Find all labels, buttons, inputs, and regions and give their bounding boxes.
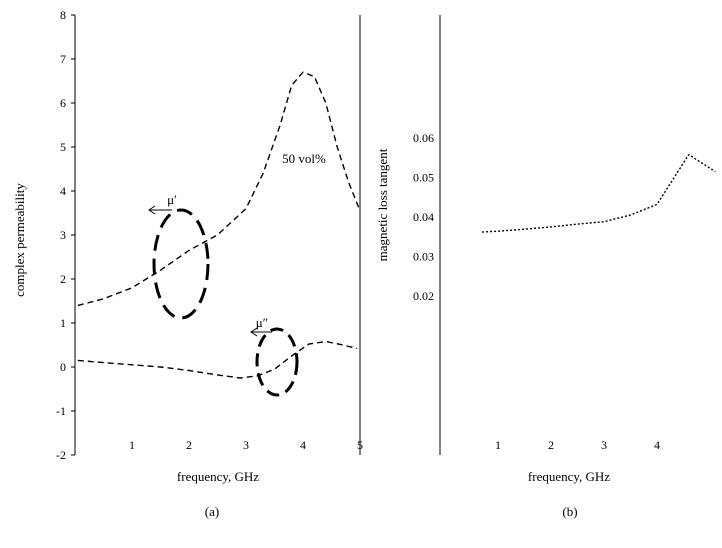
panel-a-y-tick-label: 2	[60, 272, 66, 286]
ellipse-mu-prime	[152, 208, 210, 320]
panel-a-x-tick-label: 3	[243, 438, 249, 452]
series-mu-prime-line	[77, 71, 361, 307]
panel-a-y-tick-label: -2	[56, 448, 66, 462]
panel-a-y-tick-label: 6	[60, 96, 66, 110]
panel-b-y-tick-label: 0.04	[413, 210, 434, 224]
arrow-mu-prime	[148, 205, 172, 215]
panel-a: 8 7 6 5 4 3 2 1 0 -1 -2 1 2 3 4 5 complex permeability…	[12, 8, 363, 519]
panel-b-x-axis-label: frequency, GHz	[528, 469, 610, 484]
panel-b-y-axis-label: magnetic loss tangent	[375, 148, 390, 261]
panel-a-x-tick-label: 2	[186, 438, 192, 452]
panel-a-x-tick-label: 5	[357, 438, 363, 452]
panel-a-y-tick-label: 7	[60, 52, 66, 66]
panel-b-x-tick-label: 1	[495, 438, 501, 452]
panel-b-y-tick-label: 0.05	[413, 171, 434, 185]
panel-b-y-tick-label: 0.03	[413, 250, 434, 264]
panel-a-x-tick-label: 1	[129, 438, 135, 452]
panel-b-caption: (b)	[562, 504, 577, 519]
ellipse-mu-double-prime	[255, 327, 299, 397]
panel-b: 0.06 0.05 0.04 0.03 0.02 1 2 3 4 magnetic loss …	[375, 15, 716, 519]
panel-b-y-tick-label: 0.02	[413, 289, 434, 303]
panel-b-y-tick-label: 0.06	[413, 131, 434, 145]
panel-a-y-tick-label: 8	[60, 8, 66, 22]
panel-a-y-axis-label: complex permeability	[12, 183, 27, 297]
arrow-mu-double-prime	[250, 327, 272, 337]
annotation-mu-double-prime: μ″	[256, 315, 268, 330]
panel-a-y-tick-label: 1	[60, 316, 66, 330]
panel-b-x-tick-label: 4	[654, 438, 660, 452]
panel-a-y-tick-label: -1	[56, 404, 66, 418]
annotation-vol-fraction: 50 vol%	[282, 151, 326, 166]
panel-a-caption: (a)	[205, 504, 219, 519]
panel-a-y-tick-label: 4	[60, 184, 66, 198]
annotation-mu-prime: μ′	[167, 192, 177, 207]
panel-a-y-tick-label: 0	[60, 360, 66, 374]
panel-b-x-tick-label: 3	[601, 438, 607, 452]
panel-a-y-tick-label: 5	[60, 140, 66, 154]
panel-a-y-tick-label: 3	[60, 228, 66, 242]
panel-a-x-axis-label: frequency, GHz	[177, 469, 259, 484]
series-loss-tangent-line	[482, 153, 716, 233]
panel-a-x-tick-label: 4	[300, 438, 306, 452]
panel-b-x-tick-label: 2	[548, 438, 554, 452]
series-mu-double-prime-line	[77, 340, 358, 379]
